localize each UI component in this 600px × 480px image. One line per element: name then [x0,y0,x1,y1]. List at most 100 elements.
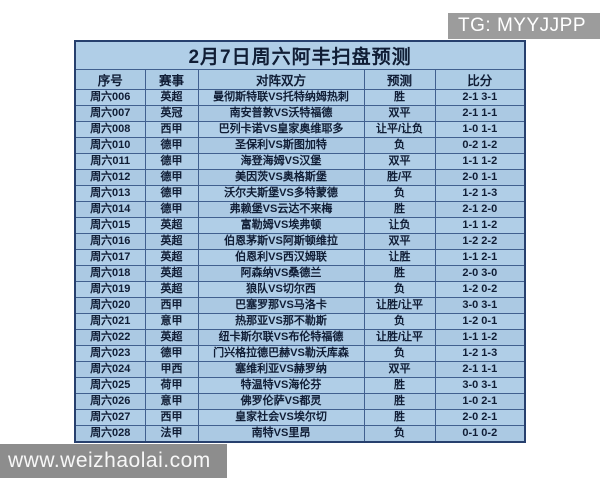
table-row: 周六020 西甲 巴塞罗那VS马洛卡 让胜/让平 3-0 3-1 [74,297,526,314]
cell-prediction: 胜/平 [363,169,436,186]
cell-index: 周六018 [74,265,146,282]
cell-score: 2-0 3-0 [434,265,526,282]
cell-matchup: 巴塞罗那VS马洛卡 [197,297,365,314]
cell-prediction: 胜 [363,265,436,282]
cell-league: 法甲 [144,425,199,443]
cell-league: 德甲 [144,137,199,154]
cell-league: 英超 [144,89,199,106]
cell-prediction: 让胜/让平 [363,329,436,346]
prediction-table: 2月7日周六阿丰扫盘预测 序号 赛事 对阵双方 预测 比分 周六006 英超 曼彻斯特联VS… [74,40,527,443]
table-row: 周六016 英超 伯恩茅斯VS阿斯顿维拉 双平 1-2 2-2 [74,233,526,250]
column-header-matchup: 对阵双方 [197,69,365,90]
cell-league: 英超 [144,281,199,298]
cell-matchup: 南安普敦VS沃特福德 [197,105,365,122]
cell-score: 2-0 1-1 [434,169,526,186]
cell-prediction: 胜 [363,409,436,426]
cell-league: 德甲 [144,153,199,170]
table-row: 周六008 西甲 巴列卡诺VS皇家奥维耶多 让平/让负 1-0 1-1 [74,121,526,138]
cell-matchup: 纽卡斯尔联VS布伦特福德 [197,329,365,346]
cell-prediction: 负 [363,425,436,443]
cell-prediction: 胜 [363,201,436,218]
cell-matchup: 特温特VS海伦芬 [197,377,365,394]
cell-league: 英超 [144,329,199,346]
table-row: 周六012 德甲 美因茨VS奥格斯堡 胜/平 2-0 1-1 [74,169,526,186]
cell-score: 2-1 2-0 [434,201,526,218]
cell-prediction: 让平/让负 [363,121,436,138]
table-header-row: 序号 赛事 对阵双方 预测 比分 [74,69,526,90]
table-row: 周六024 甲西 塞维利亚VS赫罗纳 双平 2-1 1-1 [74,361,526,378]
cell-index: 周六020 [74,297,146,314]
watermark: www.weizhaolai.com [0,444,227,478]
cell-index: 周六013 [74,185,146,202]
column-header-league: 赛事 [144,69,199,90]
cell-prediction: 双平 [363,361,436,378]
cell-league: 德甲 [144,201,199,218]
cell-score: 1-2 0-2 [434,281,526,298]
cell-prediction: 胜 [363,393,436,410]
cell-index: 周六028 [74,425,146,443]
cell-score: 1-2 1-3 [434,185,526,202]
cell-index: 周六012 [74,169,146,186]
column-header-index: 序号 [74,69,146,90]
cell-matchup: 狼队VS切尔西 [197,281,365,298]
cell-score: 2-0 2-1 [434,409,526,426]
cell-league: 英超 [144,217,199,234]
cell-matchup: 美因茨VS奥格斯堡 [197,169,365,186]
cell-score: 2-1 3-1 [434,89,526,106]
cell-prediction: 双平 [363,233,436,250]
cell-matchup: 皇家社会VS埃尔切 [197,409,365,426]
cell-league: 甲西 [144,361,199,378]
cell-matchup: 热那亚VS那不勒斯 [197,313,365,330]
cell-league: 德甲 [144,345,199,362]
cell-prediction: 胜 [363,89,436,106]
cell-index: 周六014 [74,201,146,218]
cell-score: 1-2 0-1 [434,313,526,330]
cell-prediction: 让胜/让平 [363,297,436,314]
cell-score: 1-0 2-1 [434,393,526,410]
cell-prediction: 负 [363,313,436,330]
column-header-score: 比分 [434,69,526,90]
cell-score: 3-0 3-1 [434,297,526,314]
cell-matchup: 海登海姆VS汉堡 [197,153,365,170]
cell-matchup: 弗赖堡VS云达不来梅 [197,201,365,218]
cell-index: 周六007 [74,105,146,122]
cell-index: 周六027 [74,409,146,426]
cell-index: 周六010 [74,137,146,154]
cell-index: 周六015 [74,217,146,234]
table-row: 周六010 德甲 圣保利VS斯图加特负 0-2 1-2 [74,137,526,154]
cell-score: 1-1 2-1 [434,249,526,266]
cell-prediction: 让负 [363,217,436,234]
cell-index: 周六022 [74,329,146,346]
cell-matchup: 阿森纳VS桑德兰 [197,265,365,282]
table-row: 周六027 西甲 皇家社会VS埃尔切胜 2-0 2-1 [74,409,526,426]
cell-league: 西甲 [144,409,199,426]
cell-index: 周六026 [74,393,146,410]
cell-index: 周六006 [74,89,146,106]
cell-index: 周六021 [74,313,146,330]
telegram-badge: TG: MYYJJPP [448,13,600,39]
cell-score: 2-1 1-1 [434,105,526,122]
cell-index: 周六011 [74,153,146,170]
cell-matchup: 富勒姆VS埃弗顿 [197,217,365,234]
cell-prediction: 双平 [363,153,436,170]
cell-score: 3-0 3-1 [434,377,526,394]
cell-index: 周六025 [74,377,146,394]
cell-prediction: 负 [363,185,436,202]
cell-matchup: 巴列卡诺VS皇家奥维耶多 [197,121,365,138]
cell-matchup: 南特VS里昂 [197,425,365,443]
cell-prediction: 双平 [363,105,436,122]
table-row: 周六007 英冠 南安普敦VS沃特福德 双平 2-1 1-1 [74,105,526,122]
cell-league: 荷甲 [144,377,199,394]
cell-score: 1-2 1-3 [434,345,526,362]
cell-score: 2-1 1-1 [434,361,526,378]
cell-prediction: 负 [363,137,436,154]
cell-matchup: 沃尔夫斯堡VS多特蒙德 [197,185,365,202]
cell-prediction: 让胜 [363,249,436,266]
cell-league: 意甲 [144,393,199,410]
cell-matchup: 佛罗伦萨VS都灵 [197,393,365,410]
cell-score: 0-2 1-2 [434,137,526,154]
table-row: 周六017 英超 伯恩利VS西汉姆联 让胜 1-1 2-1 [74,249,526,266]
cell-score: 1-0 1-1 [434,121,526,138]
table-row: 周六014 德甲 弗赖堡VS云达不来梅胜 2-1 2-0 [74,201,526,218]
table-body: 周六006 英超 曼彻斯特联VS托特纳姆热刺胜 2-1 3-1 周六007 英冠 南安普敦V… [74,89,526,443]
